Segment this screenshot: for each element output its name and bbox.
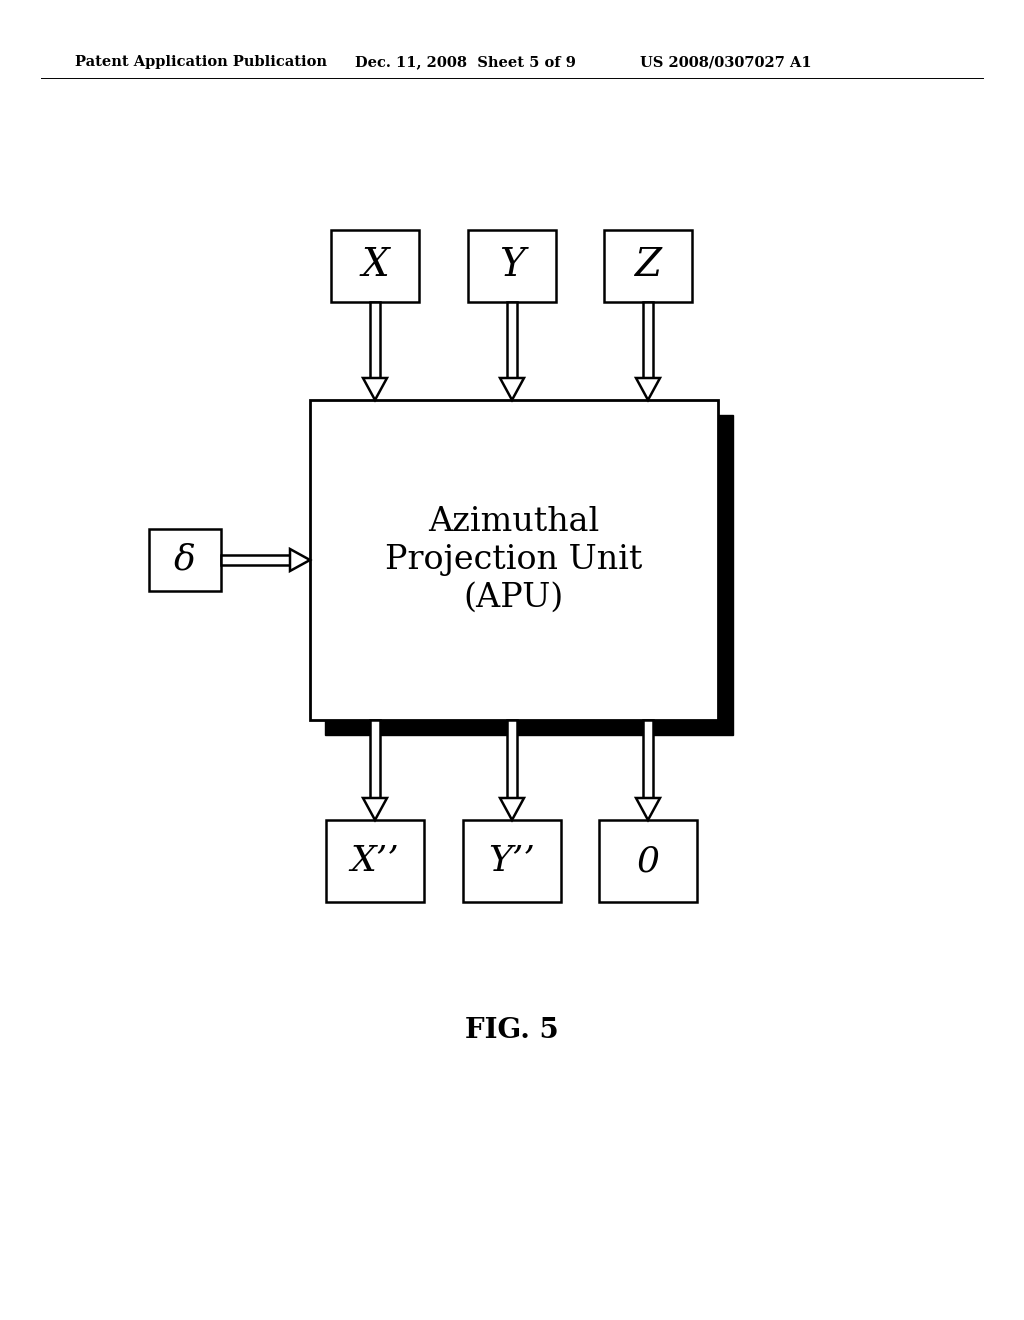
- Polygon shape: [370, 302, 380, 378]
- Text: Y: Y: [499, 248, 525, 285]
- Polygon shape: [362, 378, 387, 400]
- Text: Projection Unit: Projection Unit: [385, 544, 643, 576]
- Text: 0: 0: [637, 843, 659, 878]
- Text: Patent Application Publication: Patent Application Publication: [75, 55, 327, 69]
- Polygon shape: [331, 230, 419, 302]
- Polygon shape: [636, 799, 660, 820]
- Polygon shape: [326, 820, 424, 902]
- Polygon shape: [507, 719, 517, 799]
- Text: FIG. 5: FIG. 5: [465, 1016, 559, 1044]
- Polygon shape: [643, 719, 653, 799]
- Polygon shape: [370, 719, 380, 799]
- Polygon shape: [150, 529, 221, 591]
- Text: Z: Z: [635, 248, 662, 285]
- Polygon shape: [362, 799, 387, 820]
- Polygon shape: [604, 230, 692, 302]
- Polygon shape: [463, 820, 561, 902]
- Polygon shape: [290, 549, 310, 572]
- Polygon shape: [500, 378, 524, 400]
- Polygon shape: [636, 378, 660, 400]
- Polygon shape: [468, 230, 556, 302]
- Text: X’’: X’’: [350, 843, 399, 878]
- Text: Azimuthal: Azimuthal: [428, 506, 600, 539]
- Text: Dec. 11, 2008  Sheet 5 of 9: Dec. 11, 2008 Sheet 5 of 9: [355, 55, 575, 69]
- Text: US 2008/0307027 A1: US 2008/0307027 A1: [640, 55, 812, 69]
- Polygon shape: [507, 302, 517, 378]
- Polygon shape: [643, 302, 653, 378]
- Polygon shape: [325, 414, 733, 735]
- Text: (APU): (APU): [464, 582, 564, 614]
- Polygon shape: [310, 400, 718, 719]
- Polygon shape: [599, 820, 697, 902]
- Text: X: X: [361, 248, 389, 285]
- Text: Y’’: Y’’: [488, 843, 536, 878]
- Polygon shape: [221, 554, 290, 565]
- Text: δ: δ: [174, 543, 196, 577]
- Polygon shape: [500, 799, 524, 820]
